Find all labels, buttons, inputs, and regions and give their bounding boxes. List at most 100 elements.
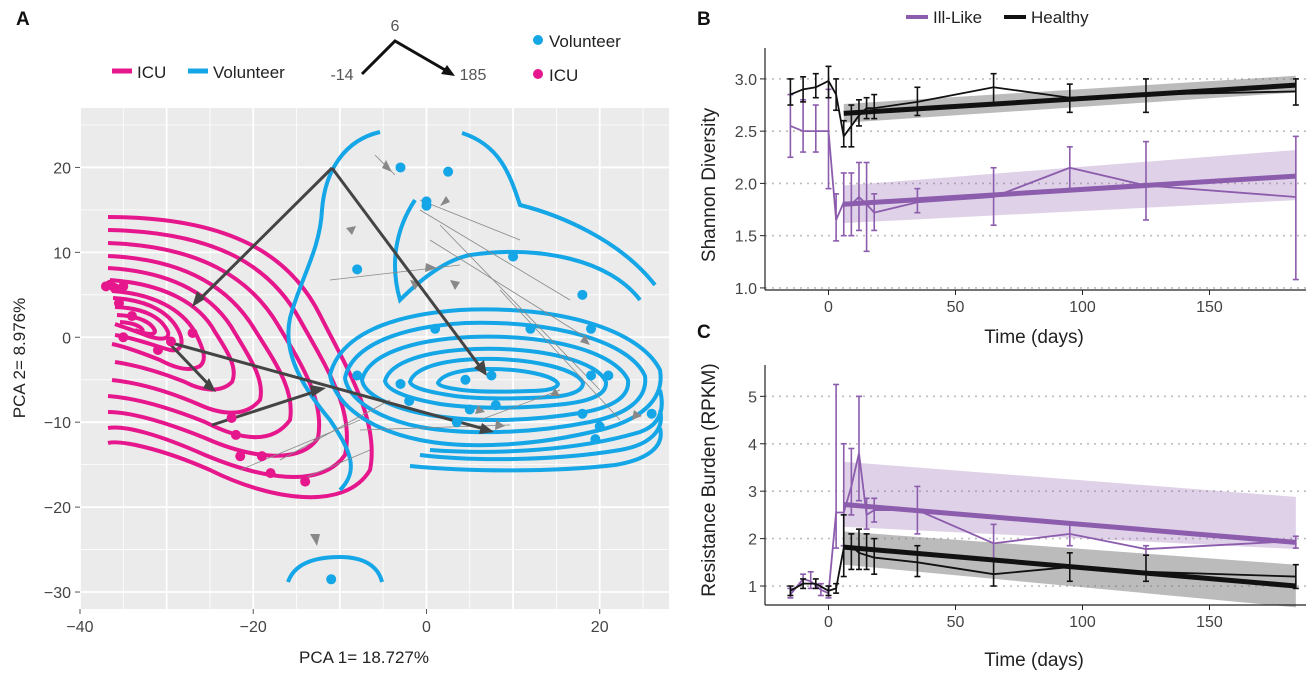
y-tick-label: 20 (53, 160, 71, 177)
icu-point (165, 336, 176, 347)
legend-line-volunteer-label: Volunteer (213, 63, 285, 82)
legend-point-volunteer (533, 35, 543, 45)
legend-ill-like-label: Ill-Like (933, 8, 982, 27)
legend-healthy-label: Healthy (1031, 8, 1089, 27)
volunteer-point (525, 323, 536, 334)
panel-a-axes: −40 −20 0 20 20 10 0 −10 −20 −30 (44, 160, 609, 636)
icu-point (152, 345, 163, 356)
y-tick-label: 1.5 (735, 229, 757, 246)
panel-c-letter: C (697, 322, 711, 343)
x-tick-label: 0 (422, 619, 431, 636)
volunteer-point (352, 264, 363, 275)
volunteer-point (464, 404, 475, 415)
volunteer-point (395, 162, 406, 173)
arrow-key: 6 -14 185 (330, 18, 486, 84)
bc-legend: Ill-Like Healthy (906, 8, 1089, 27)
arrow-key-top: 6 (391, 18, 400, 35)
panel-c-plot: 0 50 100 150 1 2 3 4 5 (748, 365, 1306, 631)
panel-a-line-legend: ICU Volunteer (112, 63, 285, 82)
panel-c-xlabel: Time (days) (984, 650, 1084, 671)
panel-a-xlabel: PCA 1= 18.727% (299, 648, 429, 667)
volunteer-point (577, 289, 588, 300)
icu-point (226, 412, 237, 423)
icu-point (109, 283, 120, 294)
volunteer-point (586, 370, 597, 381)
arrow-key-path (360, 39, 453, 76)
icu-point (265, 468, 276, 479)
icu-point (235, 451, 246, 462)
volunteer-point (586, 323, 597, 334)
panel-a: A ICU Volunteer 6 -14 185 Volunteer ICU (10, 9, 669, 667)
panel-a-letter: A (16, 9, 30, 30)
panel-c: C 0 50 100 150 1 2 3 4 5 Time (days) Resistance … (697, 322, 1306, 671)
y-tick-label: 2 (748, 532, 757, 549)
volunteer-point (646, 408, 657, 419)
y-tick-label: 4 (748, 437, 757, 454)
x-tick-label: 150 (1196, 614, 1223, 631)
volunteer-point (430, 323, 441, 334)
volunteer-point (443, 166, 454, 177)
arrow-key-right: 185 (460, 67, 487, 84)
contour-layer (107, 130, 664, 583)
panel-a-plot-bg (80, 108, 669, 609)
volunteer-point (460, 374, 471, 385)
x-tick-label: 100 (1069, 614, 1096, 631)
arrow-key-left: -14 (330, 67, 353, 84)
legend-point-icu (533, 69, 543, 79)
trajectory-arrows (166, 166, 489, 432)
volunteer-point (508, 251, 519, 262)
panel-a-point-legend: Volunteer ICU (533, 32, 621, 85)
icu-point (126, 311, 137, 322)
ill-like-trend-line (843, 173, 1296, 207)
y-tick-label: 3 (748, 484, 757, 501)
x-tick-label: 50 (947, 299, 965, 316)
x-tick-label: 20 (591, 619, 609, 636)
panel-b-xlabel: Time (days) (984, 327, 1084, 348)
volunteer-point (603, 370, 614, 381)
volunteer-point (352, 370, 363, 381)
y-tick-label: −20 (44, 500, 71, 517)
panel-b-letter: B (697, 9, 711, 30)
y-tick-label: 1 (748, 579, 757, 596)
y-tick-label: −10 (44, 415, 71, 432)
x-tick-label: 0 (824, 299, 833, 316)
volunteer-point (404, 395, 415, 406)
y-tick-label: 10 (53, 245, 71, 262)
panel-b-plot: 0 50 100 150 1.0 1.5 2.0 2.5 3.0 (735, 48, 1306, 316)
x-tick-label: 150 (1196, 299, 1223, 316)
icu-point (187, 328, 198, 339)
panel-b-ylabel: Shannon Diversity (699, 107, 720, 262)
volunteer-point (326, 574, 337, 585)
x-tick-label: 100 (1069, 299, 1096, 316)
panel-a-points (100, 162, 657, 585)
x-tick-label: −40 (66, 619, 93, 636)
x-tick-label: 50 (947, 614, 965, 631)
legend-line-icu-label: ICU (137, 63, 166, 82)
trajectory-arrowheads (192, 291, 494, 434)
y-tick-label: 2.0 (735, 176, 757, 193)
volunteer-point (594, 421, 605, 432)
icu-point (230, 429, 241, 440)
volunteer-point (421, 200, 432, 211)
panel-b: B 0 50 100 150 1.0 1.5 2.0 2.5 3.0 Time (days) S… (697, 9, 1306, 348)
icu-point (118, 332, 129, 343)
y-tick-label: 3.0 (735, 72, 757, 89)
y-tick-label: 1.0 (735, 281, 757, 298)
panel-c-ylabel: Resistance Burden (RPKM) (699, 363, 720, 596)
volunteer-point (451, 417, 462, 428)
icu-point (113, 298, 124, 309)
x-tick-label: −20 (240, 619, 267, 636)
volunteer-point (486, 370, 497, 381)
legend-point-icu-label: ICU (549, 66, 578, 85)
volunteer-point (577, 408, 588, 419)
y-tick-label: −30 (44, 585, 71, 602)
y-tick-label: 5 (748, 389, 757, 406)
volunteer-point (395, 378, 406, 389)
volunteer-point (490, 400, 501, 411)
arrow-key-head (441, 65, 455, 76)
panel-a-ylabel: PCA 2= 8.976% (10, 298, 29, 419)
icu-point (118, 281, 129, 292)
icu-point (300, 476, 311, 487)
legend-point-volunteer-label: Volunteer (549, 32, 621, 51)
